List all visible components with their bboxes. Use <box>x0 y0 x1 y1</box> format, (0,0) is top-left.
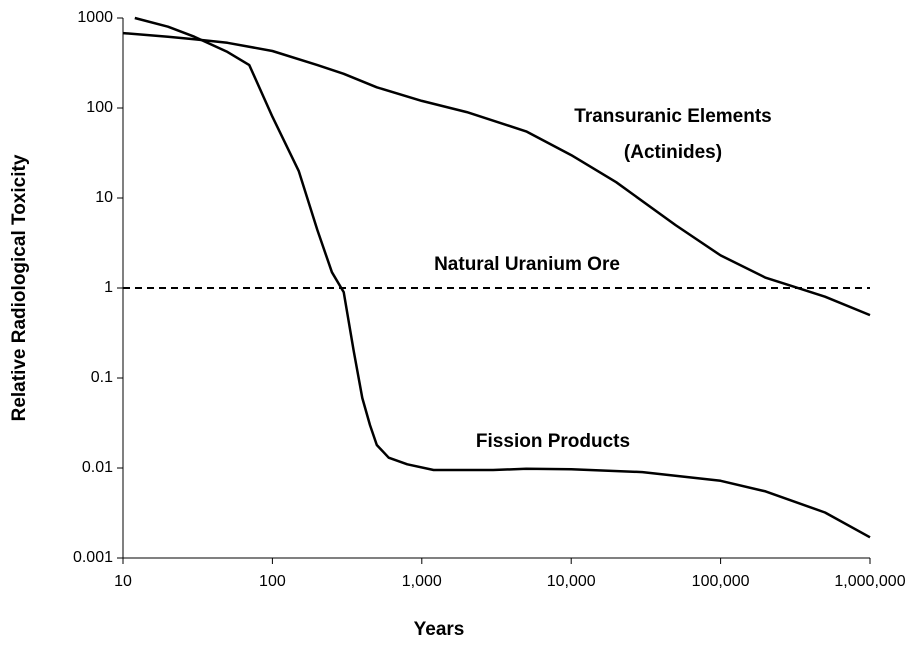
annotation: Fission Products <box>476 431 630 452</box>
annotation: Natural Uranium Ore <box>434 254 620 275</box>
line-series <box>123 31 871 317</box>
line-series <box>134 16 871 539</box>
y-tick-label: 10 <box>95 189 113 206</box>
annotation: (Actinides) <box>624 142 722 163</box>
annotation: Transuranic Elements <box>574 106 771 127</box>
y-tick-label: 0.1 <box>91 369 113 386</box>
x-tick-label: 10 <box>114 573 132 590</box>
x-axis-label: Years <box>414 619 465 640</box>
y-tick-label: 100 <box>86 99 113 116</box>
y-tick-label: 0.01 <box>82 459 113 476</box>
x-tick-label: 1,000,000 <box>834 573 905 590</box>
y-tick-label: 1 <box>104 279 113 296</box>
y-axis-label: Relative Radiological Toxicity <box>9 154 30 421</box>
x-tick-label: 10,000 <box>547 573 596 590</box>
y-tick-label: 0.001 <box>73 549 113 566</box>
y-tick-label: 1000 <box>77 9 113 26</box>
x-tick-label: 1,000 <box>402 573 442 590</box>
x-tick-label: 100,000 <box>692 573 750 590</box>
x-tick-label: 100 <box>259 573 286 590</box>
